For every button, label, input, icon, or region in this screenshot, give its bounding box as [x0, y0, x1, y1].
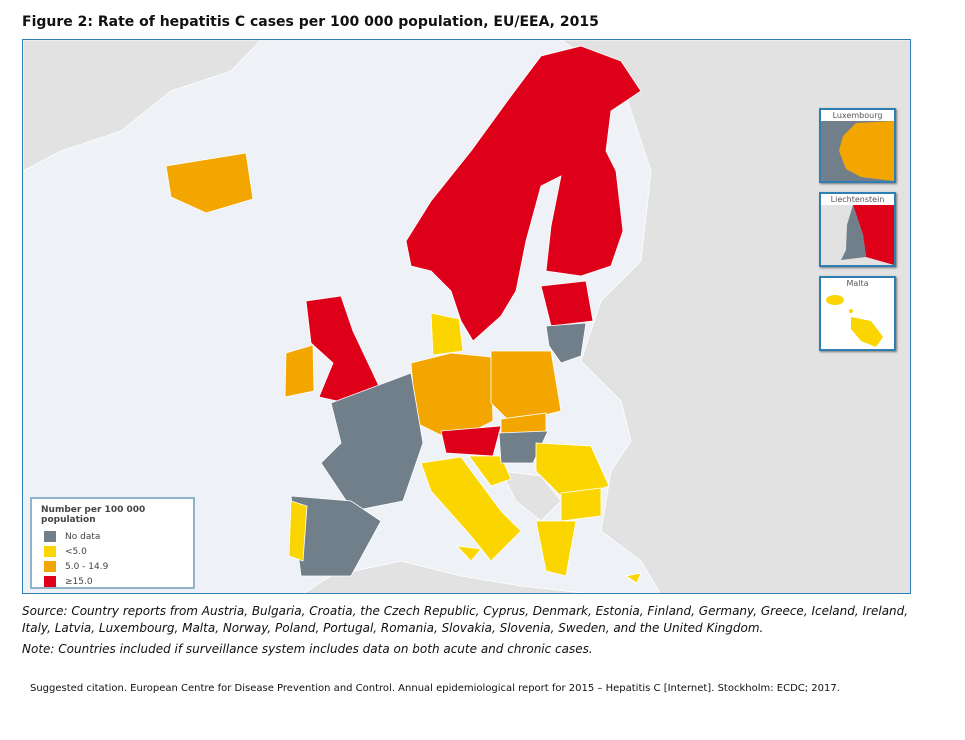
- greenland-land: [23, 40, 262, 172]
- luxembourg-map: [821, 121, 894, 181]
- legend-swatch: [44, 531, 56, 542]
- country-france: [320, 372, 424, 512]
- country-spain: [290, 495, 382, 577]
- legend-item: <5.0: [44, 544, 193, 559]
- source-note: Source: Country reports from Austria, Bu…: [22, 604, 909, 635]
- figure-title: Figure 2: Rate of hepatitis C cases per …: [22, 14, 599, 30]
- country-bulgaria: [560, 487, 602, 522]
- legend-item: No data: [44, 529, 193, 544]
- inset-luxembourg: Luxembourg: [819, 108, 896, 183]
- inset-liechtenstein: Liechtenstein: [819, 192, 896, 267]
- legend-label: 5.0 - 14.9: [65, 561, 109, 572]
- country-poland: [490, 350, 562, 424]
- inclusion-note: Note: Countries included if surveillance…: [22, 642, 593, 656]
- europe-map: [23, 40, 910, 593]
- country-sardinia-sicily: [455, 545, 482, 562]
- inset-label: Liechtenstein: [830, 195, 885, 204]
- country-iceland: [165, 152, 254, 214]
- inset-malta: Malta: [819, 276, 896, 351]
- legend-swatch: [44, 576, 56, 587]
- country-greece: [535, 520, 577, 577]
- country-cyprus: [624, 572, 642, 584]
- country-uk: [305, 295, 380, 404]
- map-legend: Number per 100 000 population No data <5…: [30, 497, 195, 589]
- country-portugal: [288, 500, 308, 562]
- legend-swatch: [44, 546, 56, 557]
- country-estonia: [540, 280, 594, 327]
- country-ireland: [284, 344, 315, 398]
- legend-label: No data: [65, 531, 101, 542]
- country-slovenia-croatia: [468, 455, 512, 487]
- legend-label: ≥15.0: [65, 576, 93, 587]
- liechtenstein-map: [821, 205, 894, 265]
- inset-label: Malta: [846, 279, 869, 288]
- legend-label: <5.0: [65, 546, 87, 557]
- legend-item: 5.0 - 14.9: [44, 559, 193, 574]
- country-italy: [420, 456, 522, 562]
- legend-item: ≥15.0: [44, 574, 193, 589]
- inset-label: Luxembourg: [832, 111, 883, 120]
- country-latvia-lithuania: [545, 322, 587, 364]
- malta-map: [826, 295, 883, 347]
- country-austria: [440, 425, 502, 457]
- balkans-land: [500, 470, 562, 522]
- country-scandinavia: [405, 45, 642, 342]
- country-denmark: [430, 312, 464, 356]
- citation: Suggested citation. European Centre for …: [30, 683, 840, 694]
- legend-title: Number per 100 000 population: [41, 505, 146, 525]
- legend-swatch: [44, 561, 56, 572]
